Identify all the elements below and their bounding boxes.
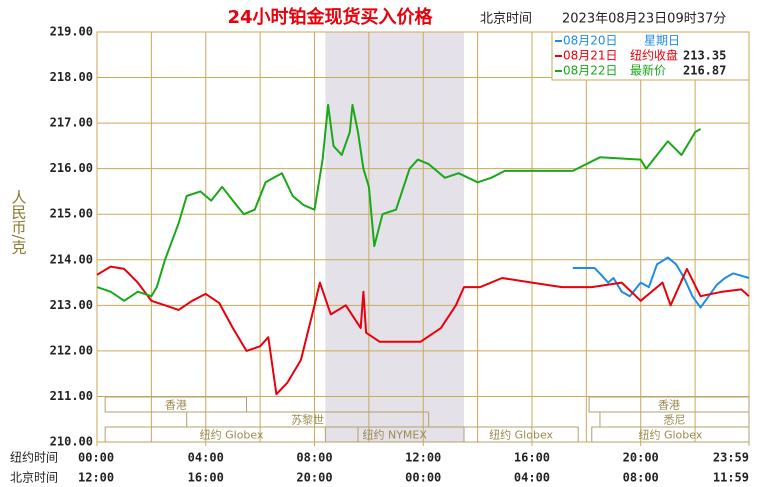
y-tick-label: 212.00 — [50, 343, 93, 357]
x-tick-label: 16:00 — [514, 451, 550, 465]
legend-value: 213.35 — [683, 49, 726, 63]
x-tick-label: 23:59 — [713, 451, 749, 465]
series-line — [572, 256, 750, 309]
x-tick-label-beijing: 08:00 — [623, 471, 659, 485]
x-tick-label-beijing: 04:00 — [514, 471, 550, 485]
session-label: 纽约 Globex — [638, 428, 702, 442]
session-box — [463, 426, 579, 443]
session-label: 苏黎世 — [291, 413, 324, 427]
y-tick-label: 216.00 — [50, 161, 93, 175]
y-tick-label: 218.00 — [50, 70, 93, 84]
y-tick-label: 211.00 — [50, 389, 93, 403]
legend-name: 08月22日 — [563, 64, 618, 78]
y-tick-label: 219.00 — [50, 25, 93, 39]
session-label: 香港 — [165, 399, 187, 412]
session-label: 纽约 NYMEX — [362, 428, 427, 442]
legend-name: 08月21日 — [563, 49, 618, 63]
legend-box — [551, 31, 750, 81]
legend-note: 最新价 — [630, 63, 666, 78]
x-tick-label: 08:00 — [296, 451, 332, 465]
x-tick-label: 00:00 — [78, 451, 114, 465]
x-row-label: 北京时间 — [10, 471, 58, 485]
series-line — [96, 103, 702, 302]
y-tick-label: 213.00 — [50, 298, 93, 312]
y-tick-label: 214.00 — [50, 252, 93, 266]
x-tick-label-beijing: 00:00 — [405, 471, 441, 485]
session-box — [591, 426, 750, 443]
x-tick-label-beijing: 16:00 — [188, 471, 224, 485]
session-label: 纽约 Globex — [489, 428, 553, 442]
session-label: 悉尼 — [663, 414, 685, 427]
legend-note: 纽约收盘 — [630, 48, 678, 63]
x-tick-label: 20:00 — [623, 451, 659, 465]
timestamp: 2023年08月23日09时37分 — [562, 12, 726, 27]
x-tick-label: 12:00 — [405, 451, 441, 465]
x-tick-label-beijing: 20:00 — [296, 471, 332, 485]
legend-value: 216.87 — [683, 64, 726, 78]
x-tick-label-beijing: 11:59 — [713, 471, 749, 485]
y-tick-label: 217.00 — [50, 116, 93, 130]
y-tick-label: 215.00 — [50, 207, 93, 221]
x-row-label: 纽约时间 — [10, 450, 58, 465]
series-line — [96, 265, 750, 396]
y-tick-label: 210.00 — [50, 435, 93, 449]
legend-name: 08月20日 — [563, 34, 618, 48]
shade — [325, 32, 465, 442]
chart-title: 24小时铂金现货买入价格 — [227, 6, 433, 28]
session-box — [104, 396, 248, 413]
session-label: 纽约 Globex — [200, 428, 264, 442]
x-tick-label: 04:00 — [188, 451, 224, 465]
session-label: 香港 — [658, 399, 680, 412]
y-axis-label: 人民币/克 — [10, 189, 28, 255]
session-box — [104, 426, 359, 443]
legend-note: 星期日 — [644, 34, 680, 48]
time-zone-label: 北京时间 — [480, 12, 532, 27]
x-tick-label-beijing: 12:00 — [78, 471, 114, 485]
